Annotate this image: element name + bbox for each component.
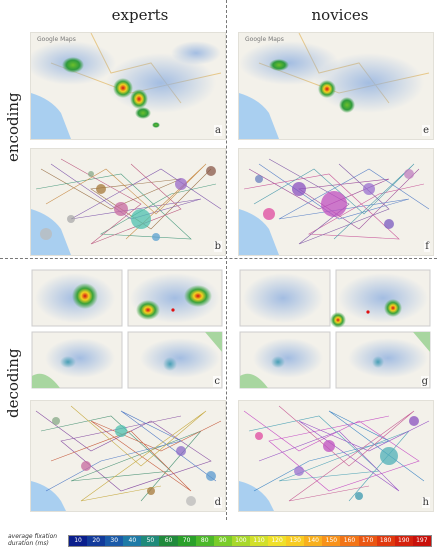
legend-cell: 60 (159, 536, 178, 546)
panel-d-scanpath: d (30, 400, 226, 512)
vertical-divider (226, 0, 227, 520)
panel-h-scanpath: h (238, 400, 434, 512)
legend-cell: 197 (412, 536, 431, 546)
legend-cell: 140 (304, 536, 323, 546)
panel-g-heatmaps: g (238, 268, 432, 390)
legend-cell: 40 (123, 536, 142, 546)
column-title-experts: experts (111, 6, 169, 24)
panel-e-heatmap: Google Maps e (238, 32, 434, 140)
fixation-duration-legend: average fixation duration (ms) 10 20 30 40 5… (8, 530, 432, 550)
map-credit-e: Google Maps (245, 36, 284, 43)
scanpath-h-graphic (239, 405, 430, 511)
panel-label-b: b (213, 241, 222, 252)
legend-cell: 70 (177, 536, 196, 546)
panel-label-h: h (421, 497, 430, 508)
row-title-encoding: encoding (4, 92, 22, 162)
panel-label-d: d (213, 497, 222, 508)
legend-cell: 120 (268, 536, 287, 546)
scanpath-b-graphic (31, 158, 222, 255)
panel-b-scanpath: b (30, 148, 226, 256)
panel-label-g: g (420, 376, 429, 387)
horizontal-divider (0, 258, 437, 259)
heatmap-a-graphic (31, 33, 222, 139)
panel-label-c: c (213, 376, 221, 387)
legend-cell: 30 (105, 536, 124, 546)
legend-cell: 170 (358, 536, 377, 546)
legend-cell: 130 (286, 536, 305, 546)
legend-cell: 110 (249, 536, 269, 546)
scanpath-d-graphic (31, 405, 222, 511)
panel-label-e: e (422, 125, 430, 136)
legend-cell: 190 (394, 536, 413, 546)
heatmap-c-graphic (31, 269, 223, 389)
heatmap-e-graphic (239, 33, 430, 139)
legend-cell: 50 (141, 536, 160, 546)
panel-f-scanpath: f (238, 148, 434, 256)
panel-label-f: f (424, 241, 430, 252)
legend-cell: 100 (231, 536, 250, 546)
legend-color-bar: 10 20 30 40 50 60 70 80 90 100 110 120 130 140 150 160 1… (68, 535, 432, 547)
column-title-novices: novices (311, 6, 369, 24)
legend-cell: 150 (322, 536, 341, 546)
legend-cell: 80 (195, 536, 214, 546)
legend-cell: 20 (87, 536, 106, 546)
panel-label-a: a (214, 125, 222, 136)
legend-caption: average fixation duration (ms) (8, 533, 58, 547)
heatmap-g-graphic (239, 269, 431, 389)
scanpath-f-graphic (239, 158, 430, 255)
legend-cell: 180 (376, 536, 395, 546)
map-credit-a: Google Maps (37, 36, 76, 43)
legend-cell: 160 (340, 536, 359, 546)
row-title-decoding: decoding (4, 348, 22, 418)
legend-cell: 10 (69, 536, 88, 546)
legend-cell: 90 (213, 536, 232, 546)
panel-c-heatmaps: c (30, 268, 224, 390)
panel-a-heatmap: Google Maps a (30, 32, 226, 140)
